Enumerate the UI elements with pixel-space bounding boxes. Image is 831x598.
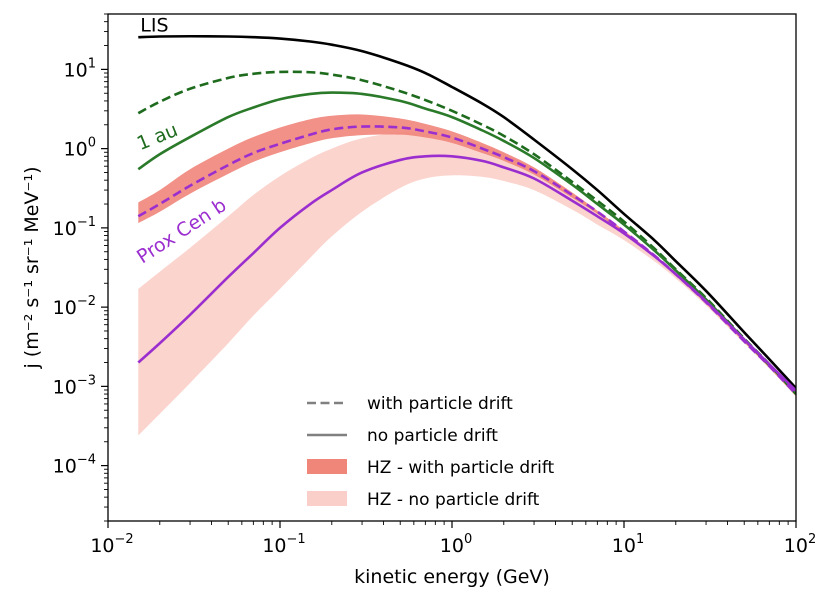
series-1-au-with-particle-drift [137, 70, 796, 395]
y-tick-label: 10−4 [53, 453, 96, 478]
y-tick-label: 100 [64, 136, 96, 161]
legend-swatch [307, 459, 347, 474]
y-tick-label: 10−1 [53, 215, 96, 240]
legend-label: with particle drift [367, 394, 513, 414]
hz-bands [138, 114, 796, 436]
series-lines [137, 34, 796, 395]
legend-label: HZ - with particle drift [367, 458, 555, 478]
series-prox-cen-b-no-particle-drift [137, 154, 796, 392]
y-tick-label: 101 [64, 56, 96, 81]
x-tick-label: 102 [784, 532, 816, 557]
x-axis-title: kinetic energy (GeV) [354, 566, 550, 588]
y-axis-title: j (m⁻² s⁻¹ sr⁻¹ MeV⁻¹) [21, 166, 43, 369]
x-tick-label: 10−2 [90, 532, 133, 557]
series-1-au-no-particle-drift [137, 91, 796, 393]
annotation-1-au: 1 au [134, 119, 181, 155]
ticks: 10−2 10−1 100 101 102 10−4 10−3 10−2 10−1 100 101 [53, 13, 816, 557]
annotation-lis: LIS [140, 15, 168, 37]
x-tick-label: 100 [440, 532, 472, 557]
series-lis [138, 34, 796, 390]
legend: with particle drift no particle drift HZ -… [307, 394, 555, 510]
legend-label: no particle drift [367, 426, 498, 446]
legend-swatch [307, 491, 347, 506]
y-tick-label: 10−3 [53, 373, 96, 398]
x-tick-label: 10−1 [262, 532, 305, 557]
x-tick-label: 101 [612, 532, 644, 557]
legend-label: HZ - no particle drift [367, 490, 540, 510]
y-tick-label: 10−2 [53, 294, 96, 319]
